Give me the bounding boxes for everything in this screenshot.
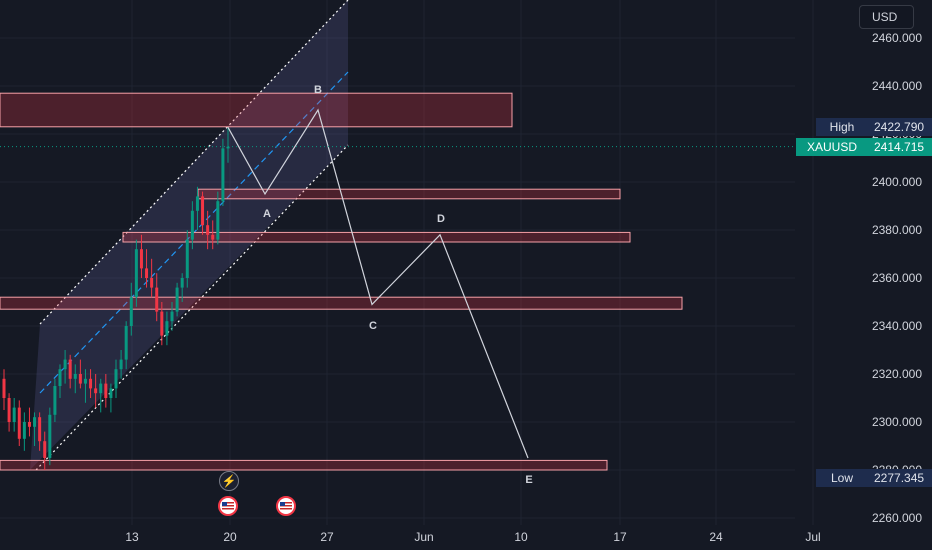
candle-body [2, 378, 6, 398]
price-tick-label: 2340.000 [872, 319, 922, 333]
candle-body [68, 359, 72, 379]
candle-body [180, 278, 184, 288]
candle-body [119, 359, 123, 370]
price-tick-label: 2460.000 [872, 31, 922, 45]
candle-body [221, 148, 225, 202]
price-tick-label: 2400.000 [872, 175, 922, 189]
candle-body [7, 398, 11, 422]
wave-label-b: B [314, 84, 322, 96]
wave-label-c: C [369, 320, 377, 332]
price-tick-label: 2320.000 [872, 367, 922, 381]
candle-body [12, 407, 16, 422]
candle-body [216, 201, 220, 240]
us-flag-icon[interactable] [276, 496, 296, 516]
candle-body [58, 369, 62, 386]
candle-body [73, 374, 77, 379]
date-tick-label: Jul [805, 530, 820, 544]
zone-box [122, 231, 631, 243]
date-tick-label: 27 [320, 530, 334, 544]
lightning-icon[interactable]: ⚡ [219, 471, 239, 491]
candle-body [43, 441, 47, 458]
candle-body [129, 297, 133, 326]
price-tick-label: 2360.000 [872, 271, 922, 285]
candle-body [150, 278, 154, 288]
supply-demand-zones[interactable] [0, 92, 683, 471]
wave-label-a: A [263, 208, 271, 220]
candle-body [17, 407, 21, 439]
wave-label-d: D [437, 213, 445, 225]
candle-body [114, 369, 118, 389]
candle-body [109, 388, 113, 398]
candle-body [175, 287, 179, 312]
projection-wave-path[interactable] [227, 108, 529, 459]
high-label: High [816, 118, 868, 136]
zone-box [197, 188, 621, 200]
wave-line [227, 108, 529, 459]
candle-body [22, 422, 26, 439]
candle-body [185, 239, 189, 278]
zone-box [0, 459, 608, 471]
candle-body [170, 311, 174, 322]
symbol-label: XAUUSD [796, 138, 868, 156]
current-price-tag: XAUUSD 2414.715 [796, 138, 932, 156]
channel-fill [30, 0, 348, 470]
candle-body [160, 311, 164, 336]
candle-body [104, 383, 108, 398]
date-tick-label: Jun [414, 530, 433, 544]
candlestick-series [2, 127, 230, 470]
date-tick-label: 10 [514, 530, 528, 544]
candle-body [99, 383, 103, 394]
candle-body [124, 326, 128, 360]
low-value: 2277.345 [868, 469, 932, 487]
price-tick-label: 2260.000 [872, 511, 922, 525]
candle-body [226, 146, 230, 149]
price-tick-label: 2300.000 [872, 415, 922, 429]
candle-body [139, 249, 143, 269]
candle-body [48, 414, 52, 458]
current-price-value: 2414.715 [868, 138, 932, 156]
price-tick-label: 2380.000 [872, 223, 922, 237]
candle-body [195, 196, 199, 211]
candle-body [27, 422, 31, 427]
price-axis[interactable]: 2460.0002440.0002420.0002400.0002380.000… [872, 31, 922, 525]
date-axis[interactable]: 13 20 27 Jun 10 17 24 Jul [125, 530, 820, 544]
candle-body [53, 386, 57, 415]
date-tick-label: 17 [613, 530, 627, 544]
candle-body [94, 388, 98, 394]
date-tick-label: 24 [709, 530, 723, 544]
candle-body [63, 359, 67, 370]
date-tick-label: 20 [223, 530, 237, 544]
us-flag-icon[interactable] [218, 496, 238, 516]
candle-body [38, 417, 42, 442]
candle-body [165, 321, 169, 336]
wave-labels: A B C D E [263, 84, 533, 486]
zone-box [0, 92, 513, 128]
date-tick-label: 13 [125, 530, 139, 544]
high-price-tag: High 2422.790 [816, 118, 932, 136]
candle-body [89, 378, 93, 389]
candle-body [206, 225, 210, 235]
candle-body [145, 268, 149, 278]
candle-body [78, 374, 82, 384]
candle-body [33, 417, 37, 427]
zone-box [0, 296, 683, 310]
candle-body [134, 249, 138, 298]
candle-body [201, 196, 205, 226]
low-label: Low [816, 469, 868, 487]
candle-body [190, 210, 194, 240]
price-tick-label: 2440.000 [872, 79, 922, 93]
candle-body [83, 378, 87, 384]
candle-body [155, 287, 159, 312]
currency-button[interactable]: USD [859, 5, 914, 29]
high-value: 2422.790 [868, 118, 932, 136]
wave-label-e: E [525, 474, 532, 486]
low-price-tag: Low 2277.345 [816, 469, 932, 487]
candle-body [211, 234, 215, 240]
